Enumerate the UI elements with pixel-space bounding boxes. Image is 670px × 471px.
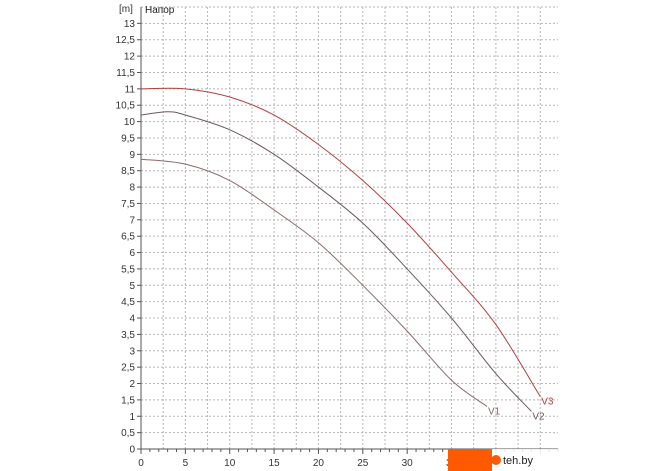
x-tick-labels: 05101520253035 — [138, 458, 457, 469]
grid — [141, 6, 558, 449]
y-tick-label: 10 — [124, 117, 136, 128]
y-tick-label: 0 — [129, 445, 135, 456]
y-tick-label: 3 — [129, 346, 135, 357]
watermark-logo-icon — [491, 455, 501, 465]
y-tick-label: 6,5 — [121, 232, 135, 243]
y-tick-labels: 00,511,522,533,544,555,566,577,588,599,5… — [116, 19, 136, 456]
y-tick-label: 2,5 — [121, 363, 135, 374]
y-tick-label: 7 — [129, 215, 135, 226]
watermark-bg — [492, 449, 562, 471]
y-tick-label: 11 — [125, 84, 136, 95]
y-tick-label: 12,5 — [116, 35, 136, 46]
series-labels: V1 V2 V3 — [488, 397, 554, 423]
y-tick-label: 13 — [124, 19, 136, 30]
y-tick-label: 8 — [129, 183, 135, 194]
series-label-v3: V3 — [541, 397, 554, 408]
y-axis-label: [m] — [119, 4, 133, 15]
x-tick-label: 15 — [269, 458, 281, 469]
series-line-v2 — [140, 111, 532, 412]
x-tick-label: 30 — [402, 458, 414, 469]
chart-title: Напор — [145, 5, 175, 16]
y-tick-label: 8,5 — [121, 166, 135, 177]
y-tick-label: 5 — [129, 281, 135, 292]
x-tick-label: 20 — [313, 458, 325, 469]
y-tick-label: 0,5 — [121, 428, 135, 439]
watermark-text: teh.by — [503, 455, 533, 467]
y-tick-label: 1 — [129, 412, 135, 423]
y-tick-label: 2 — [129, 379, 135, 390]
x-tick-label: 10 — [224, 458, 236, 469]
y-tick-label: 9 — [129, 150, 135, 161]
series-line-v1 — [140, 158, 488, 407]
y-tick-label: 6 — [129, 248, 135, 259]
y-tick-label: 1,5 — [121, 395, 135, 406]
series-line-v3 — [140, 87, 541, 397]
watermark-badge — [448, 449, 492, 471]
axes — [137, 7, 559, 454]
y-tick-label: 4 — [129, 314, 135, 325]
y-tick-label: 3,5 — [121, 330, 135, 341]
series-label-v1: V1 — [488, 406, 501, 417]
series-lines — [140, 87, 541, 412]
watermark: teh.by — [448, 449, 562, 471]
x-tick-label: 0 — [138, 458, 144, 469]
y-tick-label: 12 — [124, 52, 136, 63]
y-tick-label: 10,5 — [116, 101, 136, 112]
y-tick-label: 4,5 — [121, 297, 135, 308]
y-tick-label: 7,5 — [121, 199, 135, 210]
y-tick-label: 9,5 — [121, 133, 135, 144]
series-label-v2: V2 — [532, 411, 545, 422]
x-tick-label: 5 — [183, 458, 189, 469]
y-tick-label: 11,5 — [116, 68, 135, 79]
x-tick-label: 25 — [357, 458, 369, 469]
y-tick-label: 5,5 — [121, 264, 135, 275]
